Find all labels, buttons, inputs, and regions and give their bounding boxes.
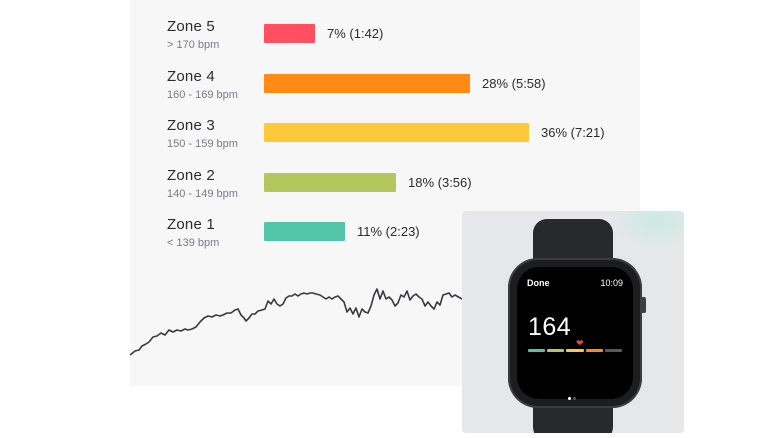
zone-name: Zone 2: [167, 167, 215, 184]
apple-watch-photo: Done 10:09 164 ❤: [462, 211, 684, 433]
zone-5-percentage: 7% (1:42): [327, 26, 384, 41]
zone-name: Zone 4: [167, 68, 215, 85]
page-dot-active: [568, 397, 571, 400]
zone-name: Zone 1: [167, 216, 215, 233]
zone-5-bar: [264, 24, 315, 43]
zone-3-bar: [264, 123, 529, 142]
zone-range: 140 - 149 bpm: [167, 188, 238, 200]
zone-name: Zone 5: [167, 18, 215, 35]
digital-crown[interactable]: [640, 297, 646, 313]
glow-decoration: [612, 211, 684, 251]
page-dot: [573, 397, 576, 400]
zone-range: < 139 bpm: [167, 237, 220, 249]
zone-range: > 170 bpm: [167, 39, 220, 51]
heart-rate-graph: [130, 288, 463, 356]
zone-indicator-segment: [566, 349, 584, 352]
zone-indicator-segment: [528, 349, 546, 352]
zone-name: Zone 3: [167, 117, 215, 134]
zone-5-info: Zone 5 > 170 bpm: [167, 18, 219, 52]
zone-1-percentage: 11% (2:23): [357, 224, 420, 239]
zone-2-info: Zone 2 140 - 149 bpm: [167, 167, 238, 201]
zone-4-bar: [264, 74, 470, 93]
zone-indicator: [528, 349, 623, 352]
watch-time: 10:09: [600, 278, 623, 288]
zone-indicator-segment: [547, 349, 565, 352]
zone-2-bar: [264, 173, 396, 192]
zone-1-bar: [264, 222, 345, 241]
zone-4-info: Zone 4 160 - 169 bpm: [167, 68, 238, 102]
heart-icon: ❤: [576, 338, 584, 348]
watch-screen: Done 10:09 164 ❤: [517, 267, 633, 400]
done-button[interactable]: Done: [527, 278, 550, 288]
zone-range: 160 - 169 bpm: [167, 89, 238, 101]
zone-3-info: Zone 3 150 - 159 bpm: [167, 117, 238, 151]
zone-range: 150 - 159 bpm: [167, 138, 238, 150]
heart-rate-value: 164: [528, 313, 572, 341]
zone-3-percentage: 36% (7:21): [541, 125, 605, 140]
zone-indicator-segment: [604, 349, 623, 352]
zone-indicator-segment: [585, 349, 603, 352]
zone-1-info: Zone 1 < 139 bpm: [167, 216, 219, 250]
zone-4-percentage: 28% (5:58): [482, 76, 546, 91]
zone-2-percentage: 18% (3:56): [408, 175, 472, 190]
page-dots: [568, 387, 578, 405]
